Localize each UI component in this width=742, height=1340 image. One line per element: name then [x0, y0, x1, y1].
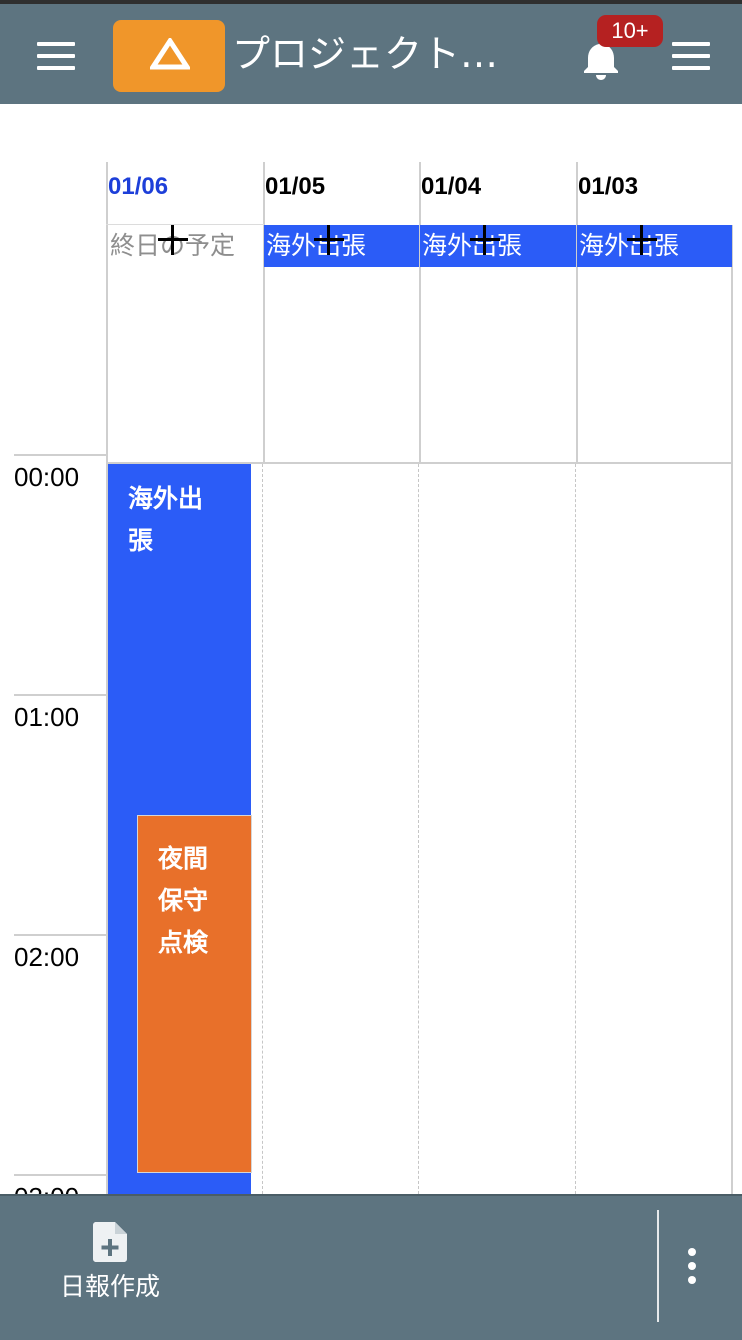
- hour-line: [14, 1174, 106, 1176]
- add-event-plus-icon[interactable]: [470, 225, 500, 255]
- column-divider: [263, 162, 265, 464]
- allday-event[interactable]: 海外出張: [420, 225, 576, 267]
- column-divider: [576, 162, 578, 464]
- day-header-0106[interactable]: 01/06: [108, 173, 169, 200]
- add-event-plus-icon[interactable]: [158, 225, 188, 255]
- bottom-action-bar: 日報作成: [0, 1194, 742, 1340]
- allday-event[interactable]: 海外出張: [264, 225, 419, 267]
- page-title: プロジェクト…: [232, 32, 499, 76]
- day-header-0104[interactable]: 01/04: [421, 173, 482, 200]
- allday-row-divider: [106, 224, 264, 225]
- timegrid-right-border: [731, 462, 733, 1194]
- column-divider: [106, 162, 108, 464]
- hour-line: [14, 934, 106, 936]
- event-title-line: 点検: [158, 928, 209, 957]
- event-title-line: 張: [128, 526, 154, 555]
- app-logo[interactable]: [113, 20, 225, 92]
- event-night-maintenance[interactable]: 夜間 保守 点検: [137, 815, 252, 1173]
- event-title-line: 保守: [158, 886, 209, 915]
- add-event-plus-icon[interactable]: [314, 225, 344, 255]
- notification-bell-icon[interactable]: [580, 38, 622, 80]
- event-title-line: 海外出: [128, 484, 204, 513]
- timegrid-column-divider: [418, 464, 419, 1194]
- day-header-0105[interactable]: 01/05: [265, 173, 326, 200]
- column-divider: [731, 225, 733, 464]
- notification-badge: 10+: [597, 15, 663, 47]
- timegrid-left-border: [106, 462, 108, 1194]
- top-app-bar: プロジェクト… 10+: [0, 0, 742, 104]
- column-divider: [419, 162, 421, 464]
- options-menu-icon[interactable]: [672, 42, 710, 70]
- time-label-0200: 02:00: [14, 942, 80, 972]
- create-daily-report-label: 日報作成: [59, 1272, 160, 1301]
- triangle-logo-icon: [150, 38, 190, 70]
- calendar-view: 01/06 01/05 01/04 01/03 終日の予定 海外出張 海外出張 …: [0, 104, 742, 1194]
- create-daily-report-button[interactable]: 日報作成: [40, 1216, 180, 1316]
- add-event-plus-icon[interactable]: [627, 225, 657, 255]
- day-header-0103[interactable]: 01/03: [578, 173, 639, 200]
- timegrid-top-border: [106, 462, 732, 464]
- time-label-0300: 03:00: [14, 1180, 79, 1194]
- hour-line: [14, 694, 106, 696]
- allday-event[interactable]: 海外出張: [577, 225, 732, 267]
- hour-line: [14, 454, 106, 456]
- bottom-divider: [657, 1210, 659, 1322]
- timegrid-column-divider: [575, 464, 576, 1194]
- menu-icon[interactable]: [37, 42, 75, 70]
- more-options-icon[interactable]: [684, 1248, 700, 1288]
- new-document-icon: [93, 1222, 127, 1262]
- time-label-0100: 01:00: [14, 702, 80, 732]
- time-label-0000: 00:00: [14, 462, 80, 492]
- event-title-line: 夜間: [158, 844, 209, 873]
- timegrid-column-divider: [262, 464, 263, 1194]
